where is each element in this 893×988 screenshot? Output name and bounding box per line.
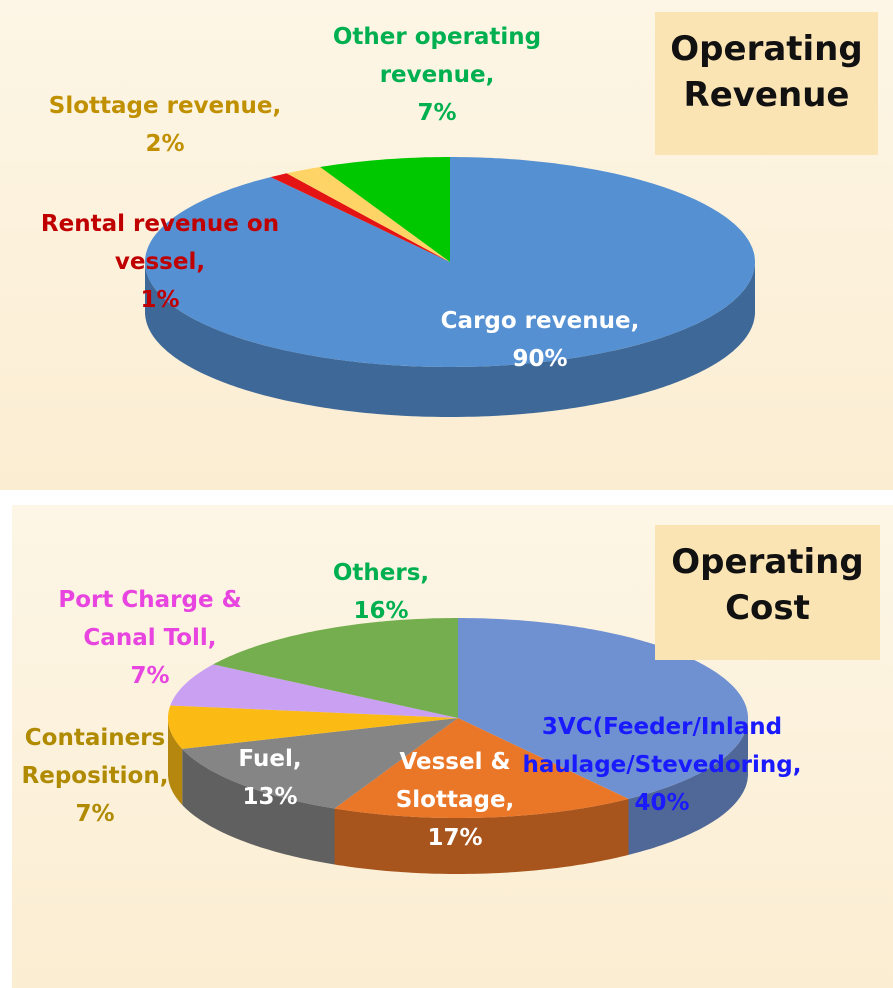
value-label: 13% xyxy=(242,784,298,810)
data-label: Slottage revenue, 2% xyxy=(15,87,315,163)
value-label: 17% xyxy=(427,825,483,851)
pie-slice xyxy=(334,718,629,818)
chart-title: Operating Revenue xyxy=(655,12,878,155)
data-label: Cargo revenue, 90% xyxy=(390,302,690,378)
category-label: Port Charge & Canal Toll, xyxy=(58,587,242,651)
category-label: Containers Reposition, xyxy=(21,725,169,789)
data-label: Vessel & Slottage, 17% xyxy=(375,743,535,857)
data-label: Port Charge & Canal Toll, 7% xyxy=(40,581,260,695)
data-label: Others, 16% xyxy=(306,554,456,630)
value-label: 90% xyxy=(512,346,568,372)
value-label: 7% xyxy=(417,100,457,126)
pie-slice xyxy=(182,718,458,809)
value-label: 2% xyxy=(145,131,185,157)
value-label: 40% xyxy=(634,790,690,816)
chart-title: Operating Cost xyxy=(655,525,880,660)
data-label: Rental revenue on vessel, 1% xyxy=(30,205,290,319)
category-label: 3VC(Feeder/Inland haulage/Stevedoring, xyxy=(522,714,802,778)
pie-slice xyxy=(170,664,459,718)
value-label: 7% xyxy=(130,663,170,689)
value-label: 1% xyxy=(140,287,180,313)
category-label: Others, xyxy=(332,560,430,586)
data-label: 3VC(Feeder/Inland haulage/Stevedoring, 40… xyxy=(497,708,827,822)
value-label: 16% xyxy=(353,598,409,624)
category-label: Vessel & Slottage, xyxy=(395,749,515,813)
pie-slice xyxy=(458,618,748,799)
category-label: Other operating revenue, xyxy=(332,24,542,88)
pie-side xyxy=(334,798,629,874)
pie-slice xyxy=(286,167,450,262)
pie-side xyxy=(628,718,748,855)
value-label: 7% xyxy=(75,801,115,827)
category-label: Rental revenue on vessel, xyxy=(40,211,280,275)
category-label: Slottage revenue, xyxy=(48,93,282,119)
pie-slice xyxy=(168,705,458,749)
data-label: Other operating revenue, 7% xyxy=(297,18,577,132)
data-label: Containers Reposition, 7% xyxy=(10,719,180,833)
pie-side xyxy=(168,718,183,805)
data-label: Fuel, 13% xyxy=(220,740,320,816)
category-label: Fuel, xyxy=(238,746,302,772)
pie-side xyxy=(145,262,755,417)
pie-side xyxy=(182,748,335,865)
pie-slice xyxy=(320,157,450,262)
category-label: Cargo revenue, xyxy=(440,308,640,334)
pie-slice xyxy=(213,618,458,718)
pie-slice xyxy=(270,173,450,262)
